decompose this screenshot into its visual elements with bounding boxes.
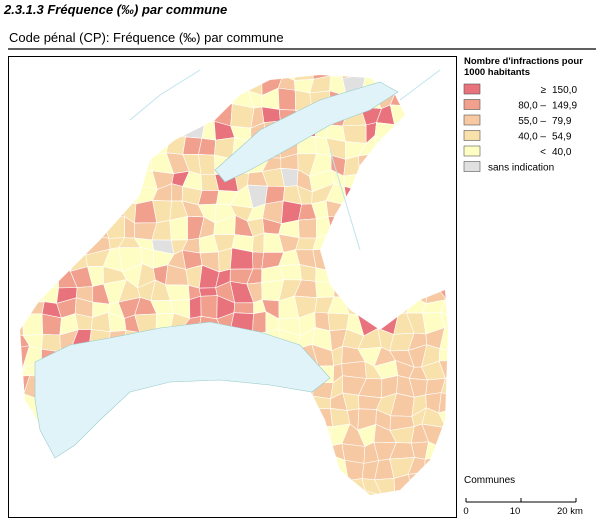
commune [218, 248, 232, 272]
commune [198, 190, 218, 204]
map-subtitle: Code pénal (CP): Fréquence (‰) par commu… [9, 30, 284, 45]
commune [42, 314, 61, 335]
legend-label: 150,0 [552, 85, 577, 96]
commune [42, 334, 61, 351]
legend-swatch [464, 84, 480, 94]
legend-label: 79,9 [552, 116, 572, 127]
scale-label: 10 [510, 506, 521, 517]
commune [201, 296, 217, 319]
legend-swatch [464, 162, 480, 172]
commune [199, 288, 217, 297]
legend-swatch [464, 100, 480, 110]
commune [190, 296, 202, 318]
legend-swatch [464, 146, 480, 156]
legend-swatch [464, 131, 480, 141]
commune [343, 125, 366, 143]
legend: ≥150,0 80,0 – 149,9 55,0 – 79,9 40,0 – 54,9 <40… [464, 84, 577, 174]
legend-symbol: 80,0 – [518, 101, 546, 112]
legend-swatch [464, 115, 480, 125]
commune [278, 88, 295, 110]
legend-label: 54,9 [552, 132, 572, 143]
legend-label: 149,9 [552, 101, 577, 112]
commune [199, 154, 216, 174]
page-title: 2.3.1.3 Fréquence (‰) par commune [3, 2, 227, 17]
commune [231, 104, 254, 128]
commune [172, 184, 183, 201]
commune [252, 312, 266, 334]
commune [170, 216, 188, 240]
legend-symbol: 55,0 – [518, 116, 546, 127]
commune [298, 219, 316, 238]
scale-label: 20 km [557, 506, 583, 517]
legend-label: sans indication [488, 163, 554, 174]
commune [262, 107, 281, 123]
scale-label: 0 [463, 506, 468, 517]
commune [330, 408, 349, 426]
legend-symbol: < [540, 147, 546, 158]
legend-symbol: ≥ [541, 85, 547, 96]
commune [230, 248, 253, 269]
layer-label: Communes [464, 475, 515, 486]
legend-symbol: 40,0 – [518, 132, 546, 143]
commune [234, 303, 254, 314]
commune [199, 138, 216, 155]
legend-label: 40,0 [552, 147, 572, 158]
commune [328, 313, 349, 331]
